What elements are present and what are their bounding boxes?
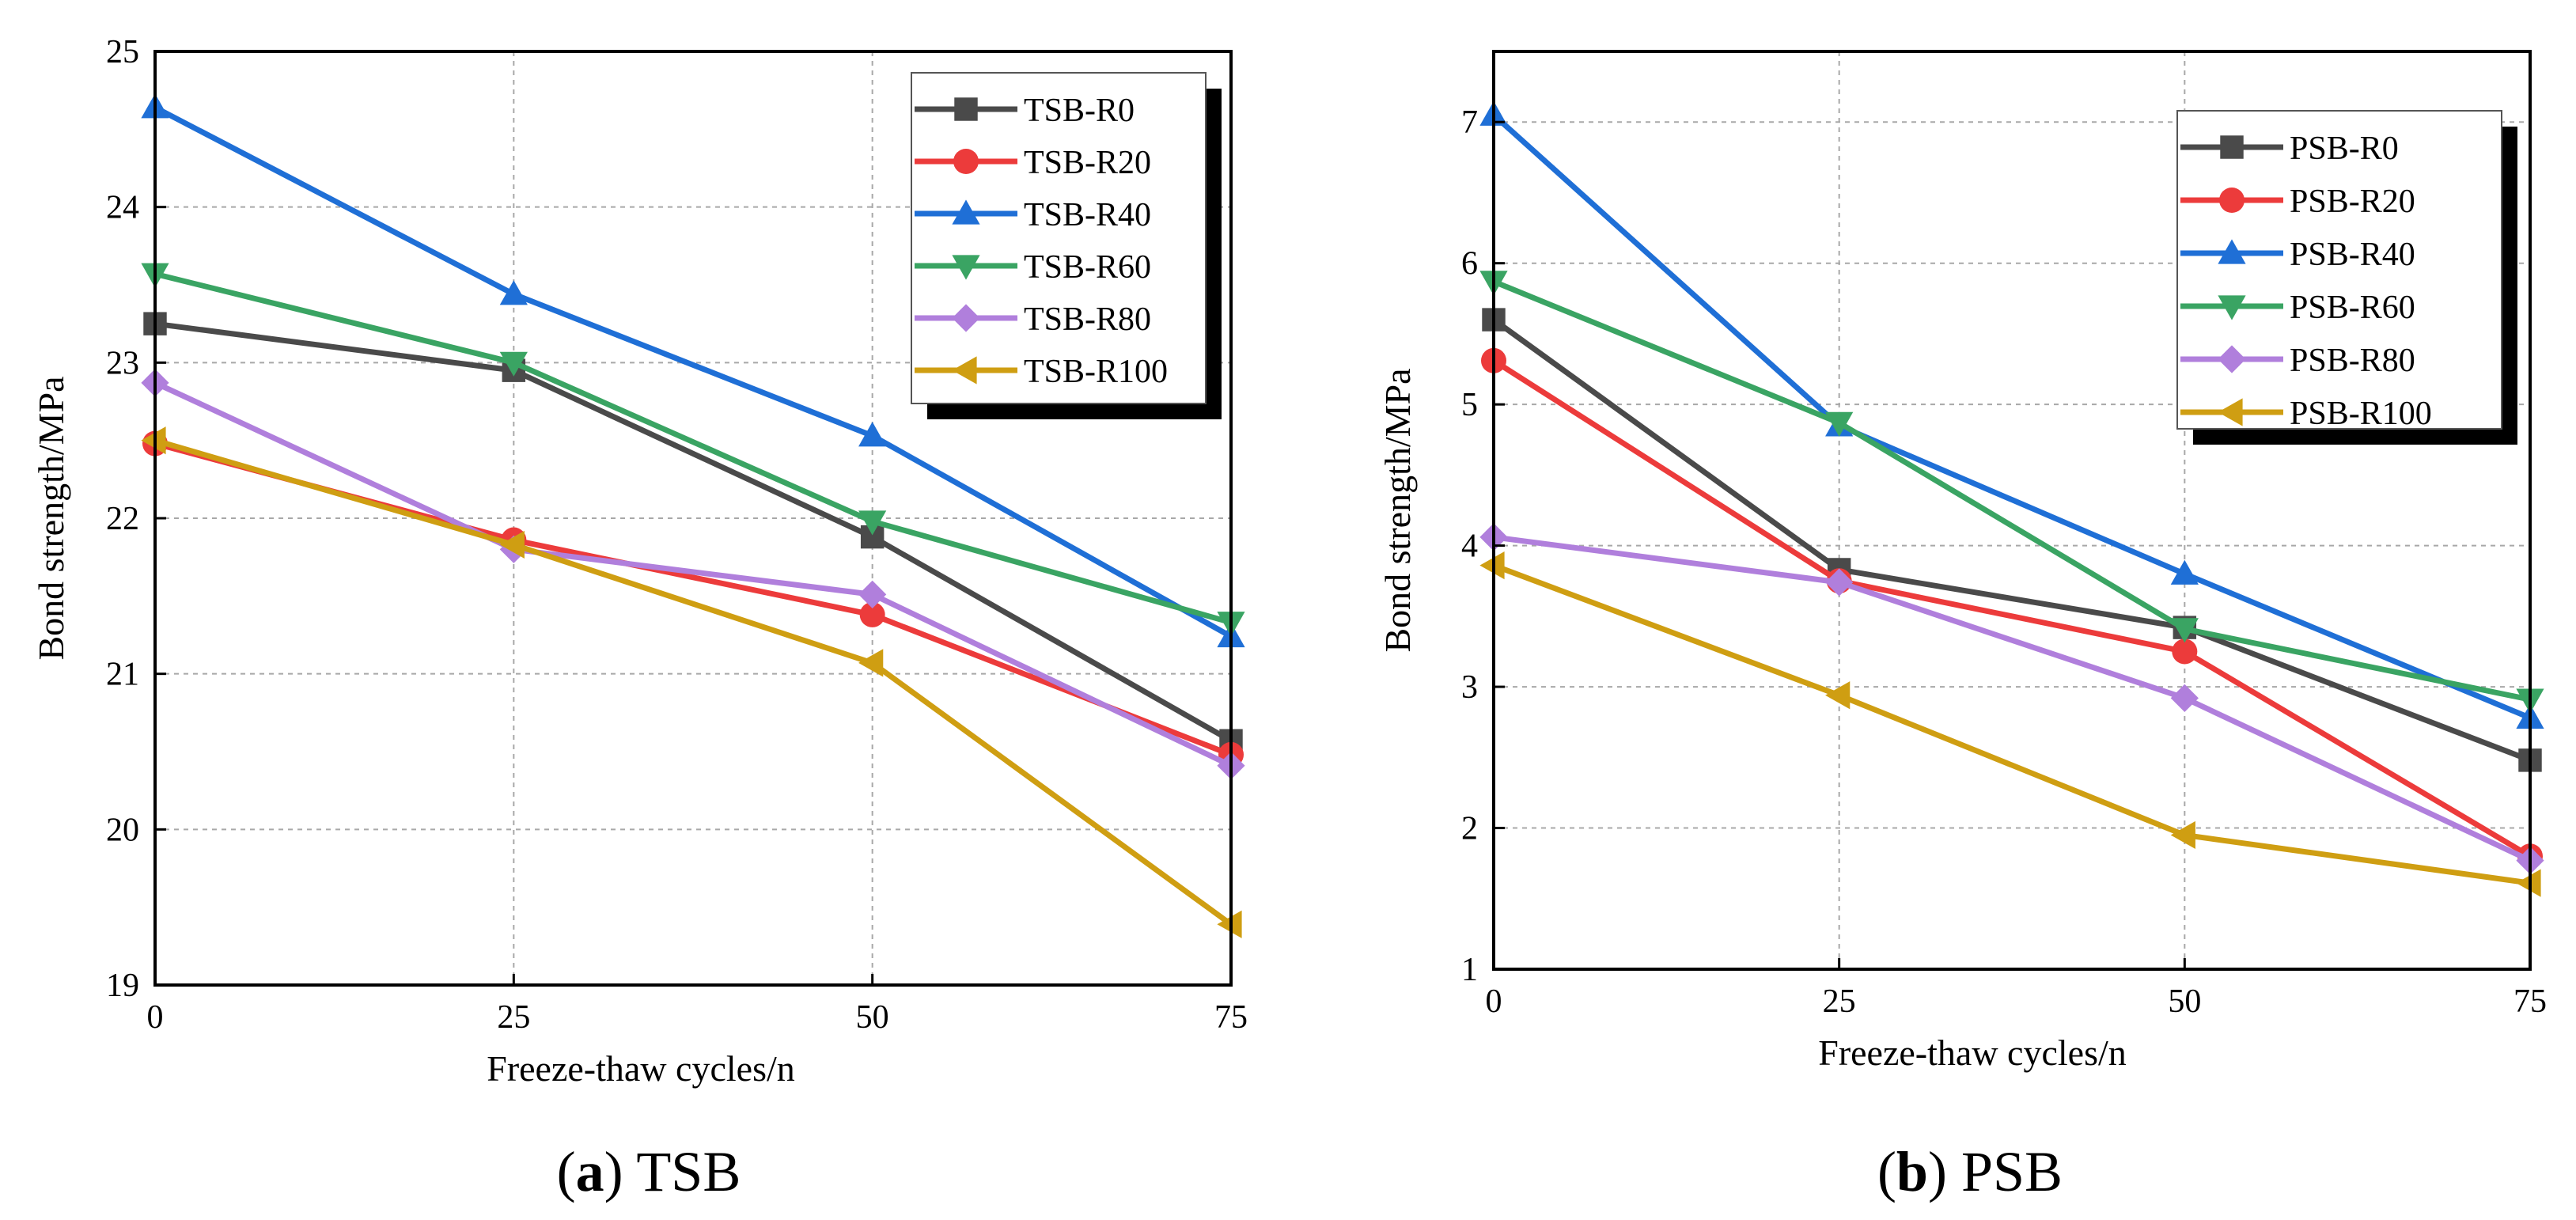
legend-label-tsb-r0: TSB-R0 [1024,93,1135,129]
series-line-psb-r20 [1492,358,2532,859]
x-tick-label: 75 [1214,999,1248,1036]
x-tick-label: 0 [147,999,164,1036]
legend-label-psb-r0: PSB-R0 [2290,131,2399,167]
series-line-psb-r40 [1491,112,2532,721]
x-tick-label: 75 [2513,983,2547,1020]
legend-label-tsb-r60: TSB-R60 [1024,249,1151,286]
legend-marker-psb-r0 [2220,135,2244,159]
data-point-tsb-r40 [499,280,528,305]
legend-marker-psb-r40 [2218,239,2246,264]
series-line-tsb-r40 [153,104,1233,639]
y-tick-label: 24 [106,190,139,226]
data-point-psb-r80 [1825,568,1854,597]
legend-label-psb-r20: PSB-R20 [2290,184,2415,220]
x-axis-label-tsb: Freeze-thaw cycles/n [487,1048,795,1089]
series-line-psb-r100 [1492,563,2531,886]
legend-marker-tsb-r40 [952,199,980,225]
data-point-psb-r60 [2170,618,2199,643]
x-tick-label: 50 [856,999,889,1036]
legend-label-psb-r100: PSB-R100 [2290,396,2432,432]
legend-label-tsb-r40: TSB-R40 [1024,197,1151,233]
data-point-tsb-r60 [858,510,887,536]
series-line-tsb-r100 [154,438,1233,927]
data-point-psb-r80 [2170,684,2199,712]
legend-label-psb-r60: PSB-R60 [2290,290,2415,326]
ticks-tsb: 0 25 50 75 19 20 21 22 23 24 25 [106,34,1248,1036]
lines-psb [1479,100,2544,897]
legend-label-psb-r40: PSB-R40 [2290,237,2415,273]
legend-box [911,72,1207,404]
y-tick-label: 23 [106,345,139,381]
series-line-psb-r60 [1492,278,2531,703]
legend-label-psb-r80: PSB-R80 [2290,343,2415,379]
legend-marker-tsb-r100 [952,356,977,385]
panel-title-tsb: TSB [636,1140,741,1203]
y-tick-label: 22 [106,501,139,537]
y-tick-label: 4 [1461,529,1478,565]
data-point-tsb-r80 [858,580,887,608]
data-point-psb-r20 [2172,638,2198,665]
data-point-tsb-r100 [499,530,525,559]
legend-marker-psb-r100 [2218,398,2243,426]
y-tick-label: 3 [1461,669,1478,706]
data-point-tsb-r100 [858,649,884,677]
x-tick-label: 50 [2168,983,2201,1020]
ticks-psb: 0 25 50 75 1 2 3 4 5 6 7 [1461,104,2547,1020]
legend-marker-psb-r60 [2218,295,2246,320]
series-line-tsb-r80 [153,380,1233,768]
legend-marker-tsb-r80 [952,304,980,332]
y-axis-label-psb: Bond strength/MPa [1377,368,1418,652]
data-point-tsb-r20 [859,601,885,627]
legend-tsb: TSB-R0 TSB-R20 TSB-R40 TSB-R60 TSB-R80 TSB-R1… [911,72,1222,419]
panel-letter-a: a [576,1140,604,1203]
panel-caption-psb: (b) PSB [1877,1140,2063,1203]
data-point-psb-r100 [2170,820,2195,850]
chart-panel-tsb: 0 25 50 75 19 20 21 22 23 24 25 Freeze-thaw cycles… [31,34,1248,1203]
legend-label-tsb-r20: TSB-R20 [1024,145,1151,181]
y-axis-label-tsb: Bond strength/MPa [31,376,71,660]
panel-caption-tsb: (a) TSB [557,1140,741,1203]
legend-marker-tsb-r20 [953,149,979,174]
series-line-psb-r0 [1491,317,2532,763]
legend-psb: PSB-R0 PSB-R20 PSB-R40 PSB-R60 PSB-R80 PSB-R1… [2176,110,2517,445]
legend-marker-psb-r80 [2218,345,2246,373]
x-tick-label: 0 [1486,983,1502,1020]
y-tick-label: 7 [1461,104,1478,141]
y-tick-label: 5 [1461,387,1478,423]
legend-label-tsb-r80: TSB-R80 [1024,301,1151,338]
series-line-psb-r80 [1493,534,2532,863]
x-tick-label: 25 [1823,983,1856,1020]
plot-frame-psb [1492,50,2532,971]
series-line-tsb-r0 [154,320,1233,744]
y-tick-label: 6 [1461,246,1478,282]
y-tick-label: 20 [106,812,139,848]
data-point-tsb-r60 [499,351,528,377]
panel-title-psb: PSB [1961,1140,2063,1203]
data-point-psb-r40 [2170,559,2199,585]
y-tick-label: 1 [1461,952,1478,988]
y-tick-label: 25 [106,34,139,70]
legend-marker-tsb-r60 [952,255,980,280]
data-point-psb-r100 [1825,681,1851,710]
legend-box [2176,110,2502,430]
y-tick-label: 19 [106,968,139,1004]
y-tick-label: 21 [106,657,139,693]
legend-marker-psb-r20 [2219,188,2245,213]
data-point-tsb-r40 [858,422,887,447]
y-tick-label: 2 [1461,811,1478,847]
x-tick-label: 25 [497,999,530,1036]
data-point-psb-r60 [1825,411,1854,437]
legend-label-tsb-r100: TSB-R100 [1024,354,1168,390]
chart-panel-psb: 0 25 50 75 1 2 3 4 5 6 7 Freeze-thaw cycles/n Bond… [1377,50,2547,1203]
series-line-tsb-r60 [154,271,1232,626]
x-axis-label-psb: Freeze-thaw cycles/n [1818,1032,2127,1073]
panel-letter-b: b [1896,1140,1928,1203]
legend-marker-tsb-r0 [954,97,978,121]
